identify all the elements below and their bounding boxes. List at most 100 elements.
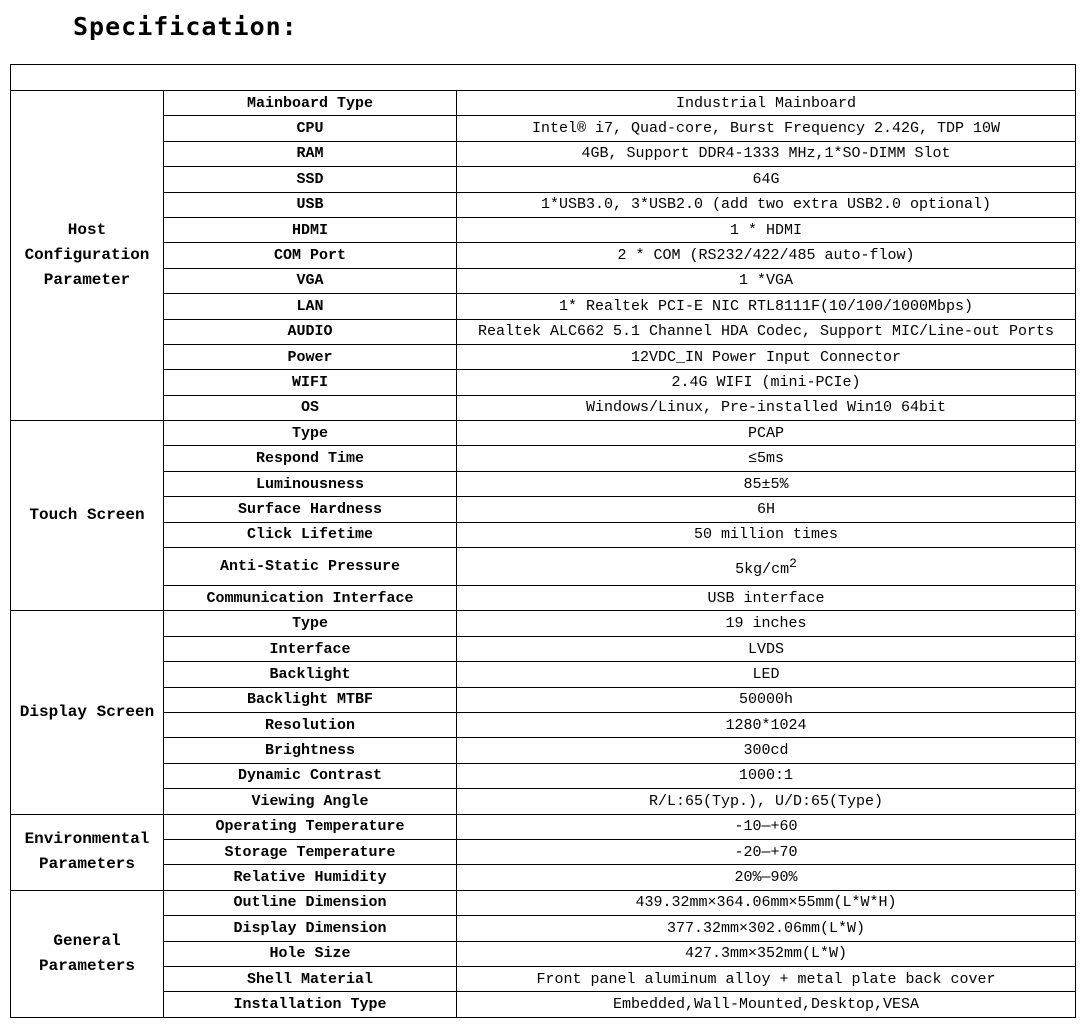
spec-label: Respond Time [163, 445, 457, 472]
header-cell [9, 64, 1077, 91]
spec-label: Hole Size [163, 940, 457, 967]
table-row: RAM 4GB, Support DDR4-1333 MHz,1*SO-DIMM … [11, 140, 1077, 168]
spec-label: OS [163, 394, 457, 422]
spec-label: HDMI [163, 216, 457, 244]
spec-value: 1* Realtek PCI-E NIC RTL8111F(10/100/100… [455, 293, 1077, 320]
spec-label: AUDIO [163, 318, 457, 345]
spec-value: Intel® i7, Quad-core, Burst Frequency 2.… [455, 115, 1077, 142]
spec-value: Realtek ALC662 5.1 Channel HDA Codec, Su… [455, 318, 1077, 345]
spec-value: Embedded,Wall-Mounted,Desktop,VESA [455, 991, 1077, 1018]
table-row: Respond Time ≤5ms [11, 445, 1077, 472]
table-row: Interface LVDS [11, 635, 1077, 663]
spec-label: COM Port [163, 242, 457, 269]
spec-value: PCAP [455, 420, 1077, 447]
table-row: Display Dimension 377.32mm×302.06mm(L*W) [11, 915, 1077, 942]
spec-label: SSD [163, 166, 457, 193]
table-row: General Parameters Outline Dimension 439.3… [10, 889, 1077, 1018]
table-row: AUDIO Realtek ALC662 5.1 Channel HDA Code… [11, 318, 1077, 345]
spec-label: Backlight [163, 661, 457, 688]
spec-value: 4GB, Support DDR4-1333 MHz,1*SO-DIMM Slo… [455, 140, 1077, 168]
table-row: SSD 64G [11, 166, 1077, 193]
spec-label: Click Lifetime [163, 521, 457, 549]
spec-value: 1 * HDMI [455, 216, 1077, 244]
spec-value: -20—+70 [455, 838, 1077, 866]
spec-value: ≤5ms [455, 445, 1077, 472]
table-row: Shell Material Front panel aluminum alloy… [11, 965, 1077, 993]
spec-value: 6H [455, 496, 1077, 523]
table-row: Backlight MTBF 50000h [11, 686, 1077, 713]
table-row: Installation Type Embedded,Wall-Mounted,D… [11, 991, 1077, 1018]
spec-value: 2.4G WIFI (mini-PCIe) [455, 369, 1077, 396]
spec-label: Dynamic Contrast [163, 762, 457, 790]
table-row: Resolution 1280*1024 [11, 711, 1077, 739]
spec-label: Surface Hardness [163, 496, 457, 523]
spec-label: Shell Material [163, 965, 457, 993]
spec-value: Industrial Mainboard [455, 89, 1077, 117]
table-row: Viewing Angle R/L:65(Typ.), U/D:65(Type) [11, 788, 1077, 815]
spec-value: 1*USB3.0, 3*USB2.0 (add two extra USB2.0… [455, 191, 1077, 218]
table-row: Backlight LED [11, 661, 1077, 688]
table-row: Host Configuration Parameter Mainboard Ty… [10, 89, 1077, 422]
spec-value: 5kg/cm2 [455, 547, 1077, 587]
spec-label: Brightness [163, 737, 457, 764]
table-row: Surface Hardness 6H [11, 496, 1077, 523]
spec-label: Type [163, 420, 457, 447]
table-row: Environmental Parameters Operating Temper… [10, 813, 1077, 891]
table-row: Storage Temperature -20—+70 [11, 838, 1077, 866]
table-row: USB 1*USB3.0, 3*USB2.0 (add two extra USB… [11, 191, 1077, 218]
table-row: Power 12VDC_IN Power Input Connector [11, 343, 1077, 371]
table-row: VGA 1 *VGA [11, 267, 1077, 295]
table-row: Communication Interface USB interface [11, 585, 1077, 612]
spec-value: 1280*1024 [455, 711, 1077, 739]
specification-table: Host Configuration Parameter Mainboard Ty… [9, 64, 1077, 1018]
spec-value: 50000h [455, 686, 1077, 713]
spec-value: 50 million times [455, 521, 1077, 549]
group-name-cell: Environmental Parameters [10, 813, 164, 891]
table-row: Hole Size 427.3mm×352mm(L*W) [11, 940, 1077, 967]
spec-label: USB [163, 191, 457, 218]
spec-label: Interface [163, 635, 457, 663]
spec-value: Windows/Linux, Pre-installed Win10 64bit [455, 394, 1077, 422]
spec-value: 85±5% [455, 470, 1077, 498]
spec-label: Power [163, 343, 457, 371]
spec-label: Backlight MTBF [163, 686, 457, 713]
group-name-cell: General Parameters [10, 889, 164, 1018]
table-row: Relative Humidity 20%—90% [11, 864, 1077, 891]
spec-value: 1 *VGA [455, 267, 1077, 295]
table-row: OS Windows/Linux, Pre-installed Win10 64b… [11, 394, 1077, 422]
spec-label: Operating Temperature [163, 813, 457, 840]
spec-label: Outline Dimension [163, 889, 457, 917]
spec-value: 439.32mm×364.06mm×55mm(L*W*H) [455, 889, 1077, 917]
table-row: Luminousness 85±5% [11, 470, 1077, 498]
spec-value: 19 inches [455, 610, 1077, 637]
table-row: Display Screen Type 19 inches [10, 610, 1077, 815]
table-row: Brightness 300cd [11, 737, 1077, 764]
table-row: CPU Intel® i7, Quad-core, Burst Frequency… [11, 115, 1077, 142]
spec-value: Front panel aluminum alloy + metal plate… [455, 965, 1077, 993]
spec-label: Display Dimension [163, 915, 457, 942]
spec-value: 64G [455, 166, 1077, 193]
spec-label: Installation Type [163, 991, 457, 1018]
spec-value-text: 5kg/cm [735, 561, 790, 579]
table-row: WIFI 2.4G WIFI (mini-PCIe) [11, 369, 1077, 396]
spec-label: LAN [163, 293, 457, 320]
spec-value: LED [455, 661, 1077, 688]
group-name-cell: Touch Screen [10, 420, 164, 612]
spec-label: Mainboard Type [163, 89, 457, 117]
spec-label: Type [163, 610, 457, 637]
spec-label: Luminousness [163, 470, 457, 498]
spec-label: Resolution [163, 711, 457, 739]
table-row: Click Lifetime 50 million times [11, 521, 1077, 549]
spec-value: -10—+60 [455, 813, 1077, 840]
table-row: Dynamic Contrast 1000:1 [11, 762, 1077, 790]
spec-value-superscript: 2 [789, 556, 797, 572]
group-name-cell: Host Configuration Parameter [10, 89, 164, 422]
spec-value: R/L:65(Typ.), U/D:65(Type) [455, 788, 1077, 815]
spec-label: CPU [163, 115, 457, 142]
table-row: Anti-Static Pressure 5kg/cm2 [11, 547, 1077, 587]
table-row: COM Port 2 * COM (RS232/422/485 auto-flow… [11, 242, 1077, 269]
spec-value: 427.3mm×352mm(L*W) [455, 940, 1077, 967]
spec-label: Relative Humidity [163, 864, 457, 891]
spec-label: Anti-Static Pressure [163, 547, 457, 587]
spec-label: RAM [163, 140, 457, 168]
